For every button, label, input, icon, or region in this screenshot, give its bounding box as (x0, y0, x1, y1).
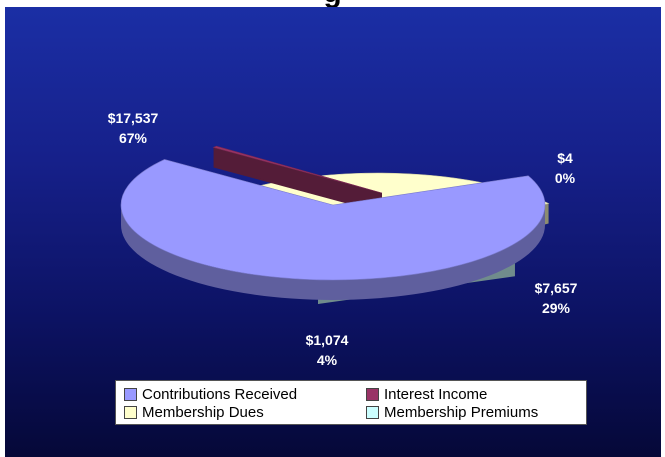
legend-swatch-interest-income (366, 387, 379, 401)
legend-label-contributions-received: Contributions Received (142, 385, 298, 403)
legend-item-membership-premiums: Membership Premiums (366, 403, 538, 421)
legend-swatch-contributions-received (124, 387, 137, 401)
legend-item-interest-income: Interest Income (366, 385, 487, 403)
label-contributions-received-value: $17,537 (108, 110, 159, 126)
legend-swatch-membership-dues (124, 405, 137, 419)
label-interest-income-percent: 0% (555, 170, 576, 186)
chart-title-strip: g (0, 0, 665, 7)
label-interest-income-value: $4 (557, 150, 573, 166)
pie-slice-contributions-received-top (120, 159, 546, 281)
pie-slice-contributions-received-rim (121, 205, 545, 300)
pie-slice-interest-income (212, 145, 383, 213)
legend-label-interest-income: Interest Income (384, 385, 488, 403)
pie-slice-contributions-received (120, 159, 546, 300)
label-contributions-received-percent: 67% (119, 130, 148, 146)
legend-label-membership-dues: Membership Dues (142, 403, 264, 421)
chart-title: g (0, 0, 665, 7)
legend-item-contributions-received: Contributions Received (124, 385, 297, 403)
slice-labels: $17,537 67% $4 0% $7,657 29% $1,074 4% (108, 110, 578, 368)
label-membership-premiums-percent: 4% (317, 352, 338, 368)
legend-swatch-membership-premiums (366, 405, 379, 419)
pie-slice-interest-income-top (212, 145, 383, 194)
label-contributions-received: $17,537 67% (108, 110, 159, 146)
pie-slice-interest-income-side-end (216, 146, 382, 213)
pie-slices (120, 145, 550, 304)
legend-item-membership-dues: Membership Dues (124, 403, 264, 421)
label-membership-premiums-value: $1,074 (306, 332, 349, 348)
label-membership-dues: $7,657 29% (535, 280, 578, 316)
label-membership-dues-value: $7,657 (535, 280, 578, 296)
legend-label-membership-premiums: Membership Premiums (384, 403, 539, 421)
label-interest-income: $4 0% (555, 150, 576, 186)
label-membership-premiums: $1,074 4% (306, 332, 349, 368)
legend: Contributions Received Interest Income M… (115, 380, 587, 425)
label-membership-dues-percent: 29% (542, 300, 571, 316)
